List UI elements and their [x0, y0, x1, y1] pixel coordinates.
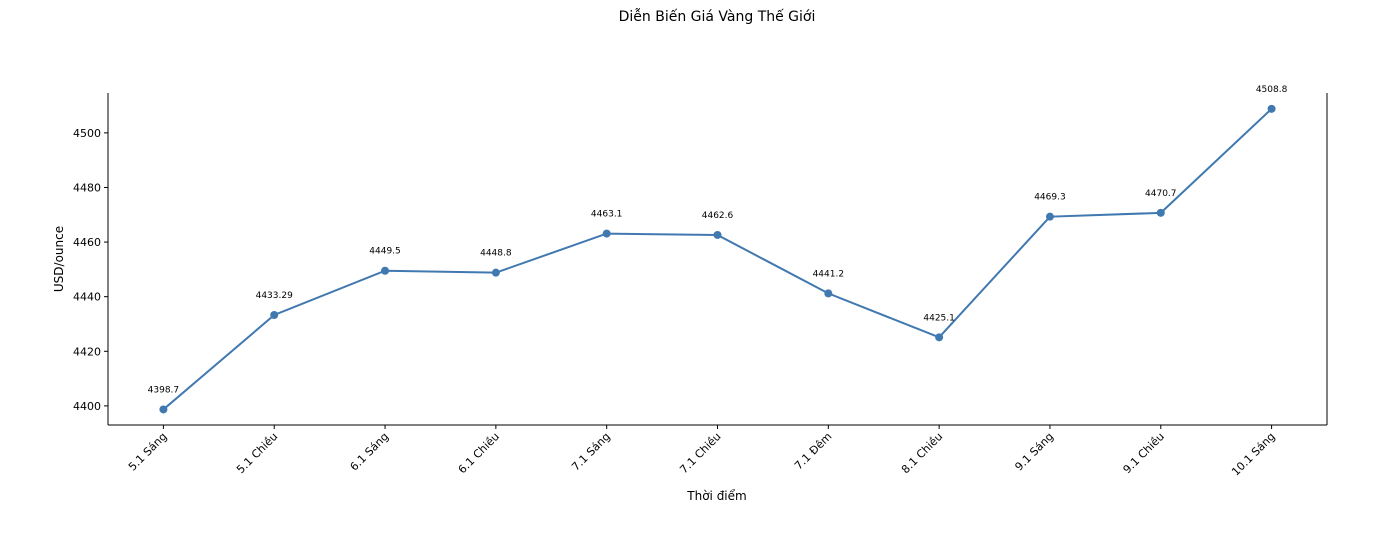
data-point — [713, 230, 722, 239]
data-point — [935, 333, 944, 342]
data-point — [602, 229, 611, 238]
data-point — [270, 310, 279, 319]
data-label: 4462.6 — [702, 211, 734, 221]
x-tick-label: 7.1 Đêm — [792, 430, 834, 472]
y-axis-label: USD/ounce — [52, 226, 66, 292]
x-tick-label: 5.1 Chiều — [234, 430, 280, 476]
data-label: 4470.7 — [1145, 189, 1177, 199]
x-tick-label: 8.1 Chiều — [899, 430, 945, 476]
x-tick-label: 9.1 Chiều — [1121, 430, 1167, 476]
data-label: 4463.1 — [591, 210, 623, 220]
y-tick-label: 4440 — [73, 291, 101, 304]
data-point — [1045, 212, 1054, 221]
series-line — [162, 108, 1273, 411]
data-point — [1267, 104, 1276, 113]
y-tick-label: 4460 — [73, 236, 101, 249]
y-tick-label: 4500 — [73, 127, 101, 140]
y-tick-label: 4480 — [73, 181, 101, 194]
data-point — [824, 289, 833, 298]
data-label: 4433.29 — [256, 291, 293, 301]
data-label: 4508.8 — [1256, 85, 1288, 95]
x-tick-label: 7.1 Sáng — [569, 430, 613, 474]
data-label: 4398.7 — [148, 385, 180, 395]
data-point — [491, 268, 500, 277]
data-point — [1156, 208, 1165, 217]
data-label: 4425.1 — [923, 313, 955, 323]
data-label: 4441.2 — [813, 269, 845, 279]
data-label: 4469.3 — [1034, 193, 1066, 203]
x-tick-label: 5.1 Sáng — [126, 430, 170, 474]
y-tick-label: 4400 — [73, 400, 101, 413]
x-tick-label: 7.1 Chiều — [677, 430, 723, 476]
data-point — [159, 405, 168, 414]
data-label: 4449.5 — [369, 247, 401, 257]
chart-title: Diễn Biến Giá Vàng Thế Giới — [619, 8, 816, 25]
y-tick-label: 4420 — [73, 345, 101, 358]
x-axis-label: Thời điểm — [686, 489, 746, 503]
data-point — [381, 266, 390, 275]
data-label: 4448.8 — [480, 249, 512, 259]
x-tick-label: 10.1 Sáng — [1229, 430, 1278, 479]
x-tick-label: 6.1 Chiều — [456, 430, 502, 476]
x-tick-label: 6.1 Sáng — [348, 430, 392, 474]
x-tick-label: 9.1 Sáng — [1012, 430, 1056, 474]
